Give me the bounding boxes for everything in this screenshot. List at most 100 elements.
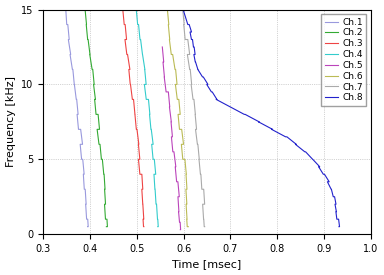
Ch.3: [135, 143, 140, 146]
Ch.5: [162, 75, 166, 79]
Ch.7: [188, 68, 192, 71]
Ch.6: [166, 23, 171, 26]
Ch.5: [166, 90, 171, 94]
Ch.1: [84, 203, 89, 206]
Ch.2: [98, 143, 102, 146]
Ch.7: [203, 218, 208, 221]
Ch.4: [151, 158, 156, 161]
Ch.2: [88, 53, 93, 56]
Ch.1: [82, 158, 86, 161]
Legend: Ch.1, Ch.2, Ch.3, Ch.4, Ch.5, Ch.6, Ch.7, Ch.8: Ch.1, Ch.2, Ch.3, Ch.4, Ch.5, Ch.6, Ch.7…: [321, 14, 366, 106]
Ch.8: [200, 75, 205, 79]
Ch.1: [66, 23, 71, 26]
Ch.3: [130, 83, 135, 86]
Ch.4: [142, 68, 146, 71]
Ch.2: [101, 173, 106, 176]
Ch.6: [181, 158, 185, 161]
Ch.1: [82, 158, 86, 161]
Line: Ch.8: Ch.8: [185, 10, 339, 227]
Ch.3: [139, 188, 144, 191]
Ch.2: [99, 158, 104, 161]
Ch.4: [153, 188, 158, 191]
Ch.2: [96, 128, 101, 131]
Ch.2: [103, 225, 108, 228]
Ch.6: [171, 53, 175, 56]
Ch.2: [94, 113, 99, 116]
Ch.1: [86, 225, 91, 228]
Ch.6: [178, 113, 182, 116]
Ch.1: [74, 98, 79, 101]
Ch.6: [177, 113, 182, 116]
Ch.4: [153, 173, 157, 176]
Ch.8: [336, 225, 341, 228]
Line: Ch.4: Ch.4: [136, 10, 159, 227]
Ch.6: [164, 8, 169, 11]
Ch.2: [104, 203, 108, 206]
Ch.5: [179, 228, 183, 231]
Ch.1: [84, 203, 89, 206]
Ch.1: [84, 188, 88, 191]
Ch.7: [195, 143, 200, 146]
Ch.3: [140, 203, 145, 206]
Ch.7: [202, 218, 207, 221]
Ch.6: [184, 188, 189, 191]
Ch.7: [182, 8, 186, 11]
Ch.3: [122, 23, 127, 26]
Ch.3: [132, 113, 136, 116]
Ch.2: [90, 68, 95, 71]
Ch.2: [85, 23, 89, 26]
Ch.6: [186, 225, 191, 228]
Ch.7: [201, 188, 206, 191]
Ch.4: [156, 218, 161, 221]
Ch.3: [132, 128, 137, 131]
Ch.6: [182, 188, 187, 191]
Ch.7: [191, 83, 196, 86]
Ch.6: [185, 203, 190, 206]
Ch.7: [202, 225, 207, 228]
Ch.1: [74, 98, 79, 101]
Ch.1: [76, 113, 80, 116]
Ch.4: [146, 113, 151, 116]
Ch.5: [161, 45, 166, 49]
Ch.4: [156, 225, 160, 228]
Ch.7: [200, 173, 205, 176]
Ch.6: [179, 128, 184, 131]
Ch.4: [150, 143, 155, 146]
Ch.5: [174, 180, 179, 183]
Ch.4: [137, 38, 142, 41]
Ch.3: [132, 128, 137, 131]
Ch.2: [85, 38, 90, 41]
Ch.4: [147, 128, 152, 131]
Ch.7: [197, 158, 202, 161]
Ch.6: [183, 173, 187, 176]
Ch.3: [141, 218, 146, 221]
Ch.4: [152, 158, 156, 161]
Ch.8: [182, 8, 187, 11]
Ch.2: [101, 188, 105, 191]
Ch.2: [105, 218, 109, 221]
Ch.1: [78, 128, 83, 131]
Ch.8: [186, 23, 190, 26]
Ch.6: [176, 98, 180, 101]
X-axis label: Time [msec]: Time [msec]: [172, 259, 242, 270]
Ch.2: [94, 98, 98, 101]
Ch.3: [127, 68, 132, 71]
Ch.4: [148, 128, 153, 131]
Ch.2: [96, 128, 100, 131]
Ch.6: [169, 53, 174, 56]
Ch.5: [163, 75, 167, 79]
Ch.5: [175, 180, 180, 183]
Ch.6: [178, 128, 183, 131]
Ch.2: [99, 158, 103, 161]
Line: Ch.3: Ch.3: [123, 10, 144, 227]
Ch.8: [318, 165, 323, 168]
Ch.4: [150, 143, 155, 146]
Ch.6: [174, 83, 178, 86]
Ch.4: [140, 68, 145, 71]
Ch.2: [92, 83, 96, 86]
Ch.4: [146, 113, 151, 116]
Ch.7: [187, 53, 192, 56]
Ch.3: [124, 38, 129, 41]
Ch.2: [89, 68, 94, 71]
Ch.4: [136, 23, 141, 26]
